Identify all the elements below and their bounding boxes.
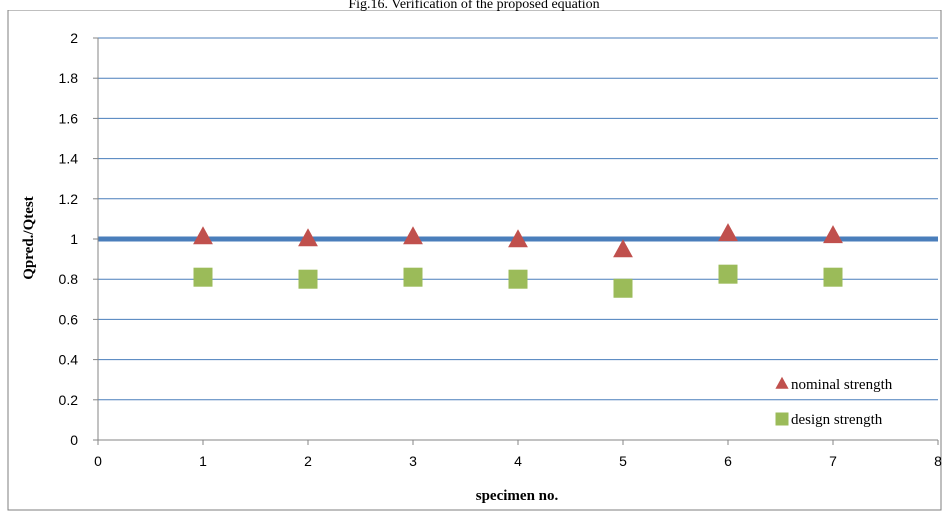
x-tick-label: 5 [619,453,627,469]
x-tick-label: 1 [199,453,207,469]
y-tick-label: 0 [70,432,78,448]
x-tick-label: 7 [829,453,837,469]
legend-nominal-strength-label: nominal strength [791,377,893,393]
x-tick-label: 8 [934,453,942,469]
design-strength-point [403,267,423,287]
design-strength-point [193,267,213,287]
nominal-strength-point [718,223,738,242]
title-backdrop [0,0,949,10]
chart-frame [7,9,942,511]
nominal-strength-point [613,239,633,258]
y-axis-label: Qpred./Qtest [21,196,37,279]
y-tick-label: 0.8 [59,271,79,287]
nominal-strength-point [508,229,528,248]
y-tick-label: 0.2 [59,392,79,408]
x-tick-label: 0 [94,453,102,469]
design-strength-point [508,269,528,289]
nominal-strength-point [193,226,213,245]
nominal-strength-point [823,225,843,244]
y-tick-label: 1.4 [59,151,79,167]
nominal-strength-point [298,228,318,247]
y-tick-label: 0.4 [59,352,79,368]
x-axis-label: specimen no. [476,488,559,504]
design-strength-point [718,264,738,284]
x-tick-label: 4 [514,453,522,469]
design-strength-point [298,269,318,289]
legend-design-strength-label: design strength [791,412,883,428]
legend-nominal-strength-marker [775,376,789,389]
x-tick-label: 3 [409,453,417,469]
x-tick-label: 2 [304,453,312,469]
y-tick-label: 2 [70,30,78,46]
y-tick-label: 1.8 [59,70,79,86]
chart-title: Fig.16. Verification of the proposed equ… [348,0,599,12]
y-tick-label: 0.6 [59,311,79,327]
axis-layer: 0 0.2 0.4 0.6 0.8 1 1.2 1.4 1.6 1.8 2 0 1 2 3 4 5 6 7 8 [59,30,943,469]
legend-design-strength-marker [775,412,789,426]
legend: nominal strength design strength [775,376,893,428]
design-strength-point [613,278,633,298]
design-strength-point [823,267,843,287]
y-tick-label: 1 [70,231,78,247]
marks-layer [193,223,843,298]
x-tick-label: 6 [724,453,732,469]
y-tick-label: 1.2 [59,191,79,207]
y-tick-label: 1.6 [59,110,79,126]
nominal-strength-point [403,226,423,245]
